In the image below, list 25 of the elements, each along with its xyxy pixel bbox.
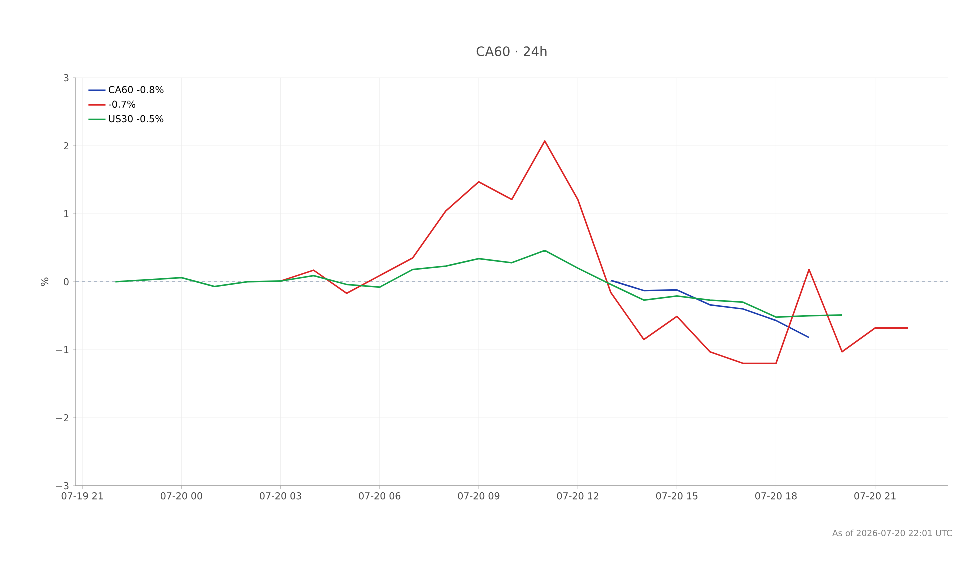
y-tick-label: 1	[64, 210, 69, 218]
text: As of 2026-07-20 22:01 UTC	[832, 530, 952, 536]
y-tick-label: −1	[56, 346, 69, 354]
x-tick-label: 07-19 21	[62, 492, 104, 500]
x-tick-label: 07-20 06	[359, 492, 401, 500]
x-tick-label: 07-20 18	[756, 492, 797, 500]
x-tick-label: 07-20 21	[854, 492, 896, 500]
x-tick-label: 07-20 03	[260, 492, 302, 500]
y-tick-label: 3	[64, 74, 69, 82]
y-tick-label: 0	[64, 278, 69, 286]
y-tick-label: 2	[64, 142, 69, 150]
y-axis-title: %	[41, 278, 49, 286]
y-tick-label: −2	[56, 414, 69, 422]
line-series	[610, 280, 810, 338]
x-tick-label: 07-20 00	[160, 492, 202, 500]
line-series	[280, 140, 910, 364]
legend-label: US30 -0.5%	[109, 115, 164, 123]
legend-label: -0.7%	[108, 100, 136, 108]
chart-title: CA60 · 24h	[476, 46, 547, 56]
legend-label: CA60 -0.8%	[109, 86, 164, 94]
x-tick-label: 07-20 09	[458, 492, 500, 500]
x-tick-label: 07-20 15	[656, 492, 698, 500]
x-tick-label: 07-20 12	[557, 492, 598, 500]
y-tick-label: −3	[56, 482, 69, 490]
line-series	[114, 250, 844, 318]
